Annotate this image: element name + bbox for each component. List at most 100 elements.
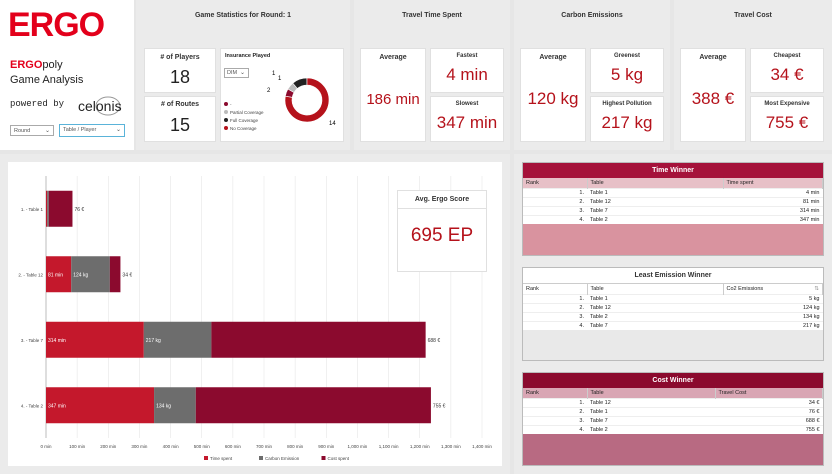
legend-label[interactable]: Carbon Emission bbox=[265, 456, 300, 461]
time-average-label: Average bbox=[379, 54, 407, 61]
table-row[interactable]: 4. Table 7 217 kg bbox=[523, 321, 823, 330]
players-value: 18 bbox=[169, 67, 191, 87]
carbon-greenest-value: 5 kg bbox=[610, 65, 644, 84]
legend-swatch bbox=[259, 456, 263, 460]
table-player-dropdown[interactable]: Table / Player ⌄ bbox=[59, 124, 125, 137]
bar-segment-cost-spent[interactable] bbox=[109, 256, 121, 293]
donut-label-1b: 1 bbox=[278, 76, 282, 82]
table-row[interactable]: 4. Table 2 347 min bbox=[523, 215, 823, 224]
carbon-average-label: Average bbox=[539, 54, 567, 61]
col-cost[interactable]: Travel Cost bbox=[715, 388, 823, 399]
x-tick-label: 800 min bbox=[287, 444, 304, 449]
travel-time-panel: Travel Time Spent Average 186 min Fastes… bbox=[354, 0, 510, 150]
bar-segment-carbon-emission[interactable] bbox=[154, 387, 196, 424]
bar-segment-cost-spent[interactable] bbox=[195, 387, 431, 424]
bar-segment-carbon-emission[interactable] bbox=[71, 256, 110, 293]
x-tick-label: 100 min bbox=[69, 444, 86, 449]
table-player-dropdown-label: Table / Player bbox=[63, 127, 97, 133]
bar-segment-time-spent[interactable] bbox=[46, 256, 72, 293]
time-slowest-label: Slowest bbox=[455, 101, 479, 107]
legend-item-nocoverage: No Coverage bbox=[224, 125, 264, 133]
col-co2[interactable]: Co2 Emissions ⇅ bbox=[723, 284, 823, 295]
carbon-greenest-card: Greenest 5 kg bbox=[590, 48, 664, 93]
bar-segment-cost-spent[interactable] bbox=[48, 190, 73, 227]
time-winner-card: Time Winner Rank Table Time spent 1. Tabl… bbox=[522, 162, 824, 256]
table-header: Rank Table Co2 Emissions ⇅ bbox=[523, 284, 823, 295]
cost-winner-card: Cost Winner Rank Table Travel Cost 1. Tab… bbox=[522, 372, 824, 466]
insurance-legend: - Partial Coverage Full Coverage No Cove… bbox=[224, 101, 264, 133]
bar-segment-time-spent[interactable] bbox=[46, 321, 144, 358]
bar-data-label: 81 min bbox=[48, 272, 63, 278]
cost-title: Travel Cost bbox=[734, 12, 772, 19]
bar-data-label: 688 € bbox=[428, 338, 441, 344]
carbon-highest-value: 217 kg bbox=[601, 113, 653, 132]
chevron-down-icon: ⌄ bbox=[44, 128, 50, 134]
app-name-ergo: ERGO bbox=[10, 59, 43, 71]
time-fastest-value: 4 min bbox=[446, 65, 488, 84]
game-stats-title: Game Statistics for Round: 1 bbox=[194, 12, 292, 19]
category-label: 2. - Table 12 bbox=[18, 272, 43, 277]
carbon-greenest-label: Greenest bbox=[613, 53, 640, 59]
x-tick-label: 1,000 min bbox=[348, 444, 368, 449]
bar-data-label: 755 € bbox=[433, 403, 446, 409]
legend-swatch bbox=[321, 456, 326, 460]
cost-winner-title: Cost Winner bbox=[523, 373, 823, 388]
cost-average-card: Average 388 € bbox=[680, 48, 746, 142]
bar-data-label: 124 kg bbox=[73, 272, 88, 278]
table-row[interactable]: 2. Table 12 124 kg bbox=[523, 303, 823, 313]
table-header: Rank Table Travel Cost bbox=[523, 388, 823, 399]
insurance-donut: 1 1 2 14 bbox=[267, 71, 336, 127]
bar-segment-time-spent[interactable] bbox=[46, 387, 155, 424]
insurance-dropdown[interactable]: DIM ⌄ bbox=[224, 68, 249, 78]
table-row[interactable]: 2. Table 12 81 min bbox=[523, 197, 823, 207]
table-row[interactable]: 3. Table 2 134 kg bbox=[523, 312, 823, 322]
donut-slice-nocoverage[interactable] bbox=[284, 77, 330, 123]
x-tick-label: 200 min bbox=[100, 444, 117, 449]
bar-segment-carbon-emission[interactable] bbox=[47, 190, 49, 227]
game-stats-panel: Game Statistics for Round: 1 # of Player… bbox=[136, 0, 350, 150]
legend-label[interactable]: Cost spent bbox=[328, 456, 350, 461]
col-table[interactable]: Table bbox=[587, 388, 716, 399]
col-table[interactable]: Table bbox=[587, 178, 724, 189]
carbon-highest-card: Highest Pollution 217 kg bbox=[590, 96, 664, 142]
bar-segment-carbon-emission[interactable] bbox=[143, 321, 212, 358]
table-row[interactable]: 2. Table 1 76 € bbox=[523, 407, 823, 417]
bar-data-label: 76 € bbox=[74, 207, 84, 213]
legend-label[interactable]: Time spent bbox=[210, 456, 233, 461]
cost-expensive-label: Most Expensive bbox=[764, 101, 810, 107]
col-rank[interactable]: Rank bbox=[523, 388, 588, 399]
x-tick-label: 600 min bbox=[225, 444, 242, 449]
table-row[interactable]: 3. Table 7 314 min bbox=[523, 206, 823, 216]
round-dropdown[interactable]: Round ⌄ bbox=[10, 125, 54, 136]
category-label: 3. - Table 7 bbox=[21, 338, 44, 343]
col-table[interactable]: Table bbox=[587, 284, 724, 295]
table-row[interactable]: 3. Table 7 688 € bbox=[523, 416, 823, 426]
players-card: # of Players 18 bbox=[144, 48, 216, 93]
sort-icon[interactable]: ⇅ bbox=[814, 286, 819, 292]
col-rank[interactable]: Rank bbox=[523, 284, 588, 295]
carbon-highest-label: Highest Pollution bbox=[602, 101, 652, 107]
time-slowest-value: 347 min bbox=[436, 113, 498, 132]
cost-cheapest-label: Cheapest bbox=[773, 53, 801, 59]
stacked-bar-chart: 0 min 100 min 200 min 300 min 400 min 500 min… bbox=[18, 176, 492, 461]
cost-cheapest-value: 34 € bbox=[770, 65, 804, 84]
legend-item-full: Full Coverage bbox=[224, 117, 264, 125]
cost-average-value: 388 € bbox=[691, 89, 735, 108]
insurance-dropdown-label: DIM bbox=[227, 70, 238, 76]
time-slowest-card: Slowest 347 min bbox=[430, 96, 504, 142]
celonis-logo: celonis bbox=[76, 93, 126, 117]
bar-segment-cost-spent[interactable] bbox=[211, 321, 426, 358]
app-name: ERGOpoly bbox=[10, 59, 63, 71]
bar-segment-time-spent[interactable] bbox=[46, 190, 48, 227]
cost-expensive-value: 755 € bbox=[765, 113, 809, 132]
col-time[interactable]: Time spent bbox=[723, 178, 823, 189]
brand-panel: ERGO ERGOpoly Game Analysis powered by c… bbox=[0, 0, 134, 150]
table-row[interactable]: 1. Table 12 34 € bbox=[523, 398, 823, 408]
table-row[interactable]: 4. Table 2 755 € bbox=[523, 425, 823, 434]
celonis-text: celonis bbox=[78, 98, 122, 114]
emission-winner-title: Least Emission Winner bbox=[523, 268, 823, 284]
cost-expensive-card: Most Expensive 755 € bbox=[750, 96, 824, 142]
col-rank[interactable]: Rank bbox=[523, 178, 588, 189]
